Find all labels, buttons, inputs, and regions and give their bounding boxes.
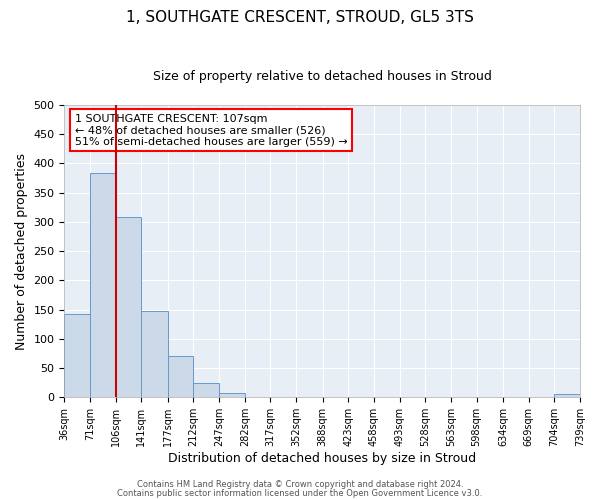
Y-axis label: Number of detached properties: Number of detached properties <box>15 152 28 350</box>
Title: Size of property relative to detached houses in Stroud: Size of property relative to detached ho… <box>153 70 491 83</box>
Text: 1 SOUTHGATE CRESCENT: 107sqm
← 48% of detached houses are smaller (526)
51% of s: 1 SOUTHGATE CRESCENT: 107sqm ← 48% of de… <box>75 114 347 147</box>
Bar <box>90 174 116 398</box>
Bar <box>116 218 142 398</box>
X-axis label: Distribution of detached houses by size in Stroud: Distribution of detached houses by size … <box>168 452 476 465</box>
Bar <box>142 311 168 398</box>
Text: Contains HM Land Registry data © Crown copyright and database right 2024.: Contains HM Land Registry data © Crown c… <box>137 480 463 489</box>
Text: 1, SOUTHGATE CRESCENT, STROUD, GL5 3TS: 1, SOUTHGATE CRESCENT, STROUD, GL5 3TS <box>126 10 474 25</box>
Bar <box>193 384 219 398</box>
Bar <box>64 314 90 398</box>
Text: Contains public sector information licensed under the Open Government Licence v3: Contains public sector information licen… <box>118 489 482 498</box>
Bar <box>168 356 193 398</box>
Bar <box>219 392 245 398</box>
Bar <box>554 394 580 398</box>
